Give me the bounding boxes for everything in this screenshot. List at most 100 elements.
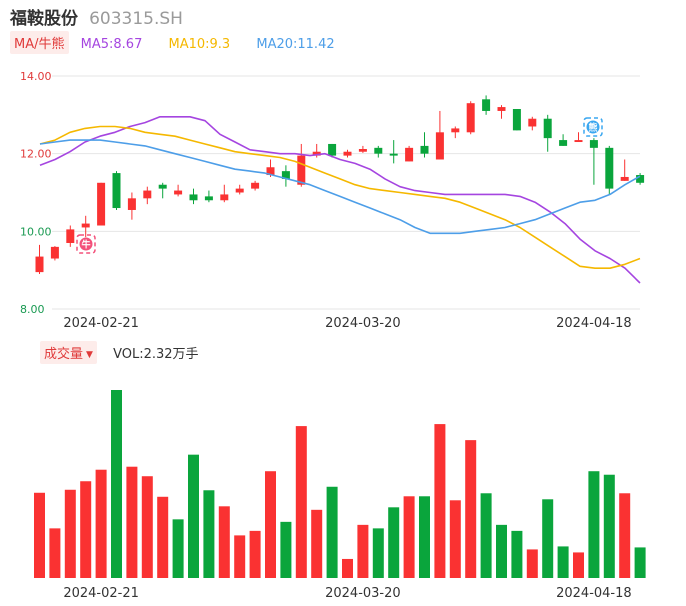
ma5-legend: MA5:8.67 [80, 37, 143, 52]
volume-bar [311, 509, 323, 578]
candle [35, 256, 44, 273]
candle [328, 143, 337, 156]
volume-bar [265, 471, 276, 578]
volume-bar [465, 440, 477, 578]
candle [266, 167, 275, 176]
stock-name: 福鞍股份 [10, 9, 78, 29]
candle [97, 182, 106, 226]
x-tick-label: 2024-03-20 [325, 316, 401, 331]
ma5-line [39, 116, 641, 284]
volume-bar [188, 454, 199, 578]
volume-bar [64, 489, 76, 578]
candle [158, 184, 167, 189]
volume-bar [280, 521, 292, 578]
volume-bar [588, 471, 600, 578]
badge-frame [76, 234, 96, 254]
volume-bar [511, 530, 523, 578]
candle [420, 145, 429, 154]
volume-bar [480, 493, 492, 578]
x-tick-label: 2024-02-21 [63, 316, 139, 331]
volume-bar [203, 490, 215, 578]
x-tick-label: 2024-03-20 [325, 586, 401, 601]
y-tick-label: 8.00 [20, 303, 45, 316]
candle [235, 188, 244, 193]
volume-bar [157, 496, 169, 578]
candle [112, 173, 121, 209]
badge-dot [586, 120, 600, 134]
x-tick-label: 2024-04-18 [556, 316, 632, 331]
ma20-line [39, 139, 641, 235]
signal-badge: 牛 [76, 234, 96, 254]
volume-bar [372, 528, 384, 578]
volume-bar [34, 492, 45, 578]
volume-bar [449, 500, 461, 578]
volume-bar [388, 507, 400, 578]
volume-bars [34, 390, 646, 578]
volume-bar [542, 499, 554, 578]
volume-bar [126, 466, 138, 578]
candle [374, 147, 383, 154]
badge-frame [583, 117, 603, 137]
volume-legend: 成交量 ▼ VOL:2.32万手 [40, 341, 199, 364]
candle [497, 107, 506, 111]
volume-bar [234, 535, 246, 578]
candle [405, 147, 414, 162]
x-tick-label: 2024-04-18 [556, 586, 632, 601]
candles [35, 95, 645, 275]
volume-bar [603, 474, 615, 578]
ma-indicator-tag[interactable]: MA/牛熊 [10, 31, 69, 54]
candle [343, 151, 352, 156]
volume-x-axis: 2024-02-21 2024-03-20 2024-04-18 [63, 586, 631, 601]
volume-bar [557, 546, 569, 578]
candle [574, 140, 583, 143]
volume-indicator-tag[interactable]: 成交量 ▼ [40, 341, 97, 364]
badge-label: 熊 [588, 122, 597, 134]
volume-bar [419, 496, 430, 578]
candle [358, 149, 367, 152]
candle [143, 190, 152, 199]
price-x-axis: 2024-02-21 2024-03-20 2024-04-18 [63, 316, 631, 331]
volume-bar [111, 390, 122, 578]
candle [528, 118, 537, 127]
stock-code: 603315.SH [89, 9, 183, 29]
y-tick-label: 12.00 [20, 148, 52, 161]
candle [189, 194, 198, 201]
candle [297, 155, 306, 185]
badge-label: 牛 [81, 239, 90, 251]
candle [482, 99, 491, 111]
candle [50, 246, 59, 259]
volume-bar [619, 493, 631, 578]
ma-lines [39, 116, 641, 284]
volume-bar [141, 476, 153, 578]
x-tick-label: 2024-02-21 [63, 586, 139, 601]
badges: 牛熊 [76, 117, 603, 254]
volume-bar [403, 496, 415, 578]
volume-bar [342, 558, 353, 578]
volume-bar [357, 524, 369, 578]
ma20-legend: MA20:11.42 [256, 37, 335, 52]
caret-down-icon: ▼ [86, 350, 93, 360]
candle [620, 176, 629, 181]
volume-bar [526, 549, 538, 578]
volume-bar [326, 486, 338, 578]
candle [174, 190, 183, 195]
candle [281, 171, 290, 179]
candle [559, 140, 568, 146]
volume-bar [95, 469, 107, 578]
signal-badge: 熊 [583, 117, 603, 137]
candle [543, 118, 552, 139]
volume-bar [434, 424, 446, 578]
candle [636, 175, 645, 183]
candle [220, 194, 229, 201]
volume-bar [573, 552, 584, 578]
volume-bar [80, 481, 92, 578]
candle [466, 103, 475, 133]
volume-tag-label: 成交量 [44, 347, 84, 362]
ma10-line [39, 125, 641, 270]
candle [127, 198, 136, 210]
volume-bar [218, 506, 230, 578]
candle [251, 182, 260, 189]
candle [66, 229, 75, 243]
candle [605, 147, 614, 189]
